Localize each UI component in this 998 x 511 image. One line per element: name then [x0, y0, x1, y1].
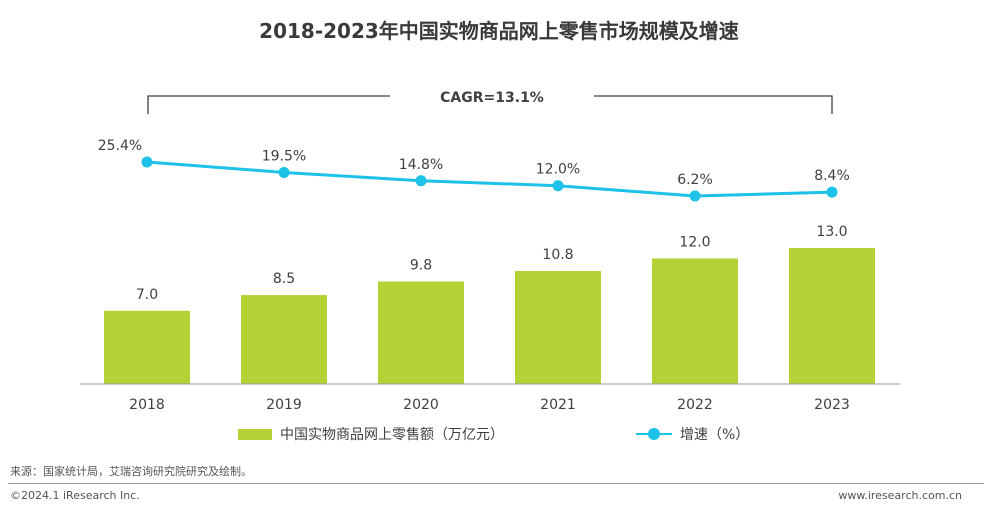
growth-point-2020	[415, 175, 427, 187]
footer-divider	[8, 483, 984, 484]
bar-2023	[789, 248, 875, 384]
bar-value-label: 13.0	[816, 224, 847, 240]
footer-copyright: ©2024.1 iResearch Inc.	[10, 489, 140, 502]
bar-2021	[515, 271, 601, 384]
legend-line-swatch	[636, 428, 672, 440]
bar-2018	[104, 310, 190, 384]
bar-value-label: 7.0	[136, 287, 158, 303]
growth-point-2023	[826, 186, 838, 198]
bar-value-label: 9.8	[410, 257, 432, 273]
growth-value-label: 12.0%	[536, 162, 580, 178]
growth-value-label: 6.2%	[677, 172, 713, 188]
cagr-label: CAGR=13.1%	[440, 90, 544, 106]
bar-2022	[652, 258, 738, 384]
legend-bar-label: 中国实物商品网上零售额（万亿元）	[280, 427, 504, 443]
growth-point-2021	[552, 180, 564, 192]
growth-point-2019	[278, 166, 290, 178]
bar-2020	[378, 281, 464, 384]
cagr-bracket-right	[594, 95, 833, 114]
growth-value-label: 19.5%	[262, 148, 306, 164]
legend-bar-swatch	[238, 428, 272, 440]
chart-plot: 7.0 8.5 9.8 10.8 12.0 13.0 2018 2019 2020 2021 202…	[80, 90, 900, 413]
bar-value-label: 12.0	[679, 234, 710, 250]
footer-website: www.iresearch.com.cn	[838, 489, 962, 502]
bar-value-label: 8.5	[273, 271, 295, 287]
growth-value-label: 14.8%	[399, 157, 443, 173]
growth-value-label: 25.4%	[98, 138, 142, 154]
x-tick-label: 2022	[677, 397, 713, 413]
legend-line-label: 增速（%）	[680, 427, 750, 443]
x-tick-label: 2020	[403, 397, 439, 413]
growth-line	[146, 160, 833, 198]
legend-line-item: 增速（%）	[636, 424, 749, 444]
x-tick-label: 2023	[814, 397, 850, 413]
legend-bar-item: 中国实物商品网上零售额（万亿元）	[238, 424, 504, 444]
cagr-bracket-left	[147, 95, 390, 114]
bar-value-label: 10.8	[542, 247, 573, 263]
source-note: 来源：国家统计局，艾瑞咨询研究院研究及绘制。	[10, 465, 252, 478]
growth-value-label: 8.4%	[814, 168, 850, 184]
growth-point-2022	[689, 190, 701, 202]
x-tick-label: 2018	[129, 397, 165, 413]
x-tick-label: 2019	[266, 397, 302, 413]
growth-point-2018	[141, 156, 153, 168]
chart-title: 2018-2023年中国实物商品网上零售市场规模及增速	[259, 19, 739, 43]
x-tick-label: 2021	[540, 397, 576, 413]
bar-2019	[241, 295, 327, 384]
